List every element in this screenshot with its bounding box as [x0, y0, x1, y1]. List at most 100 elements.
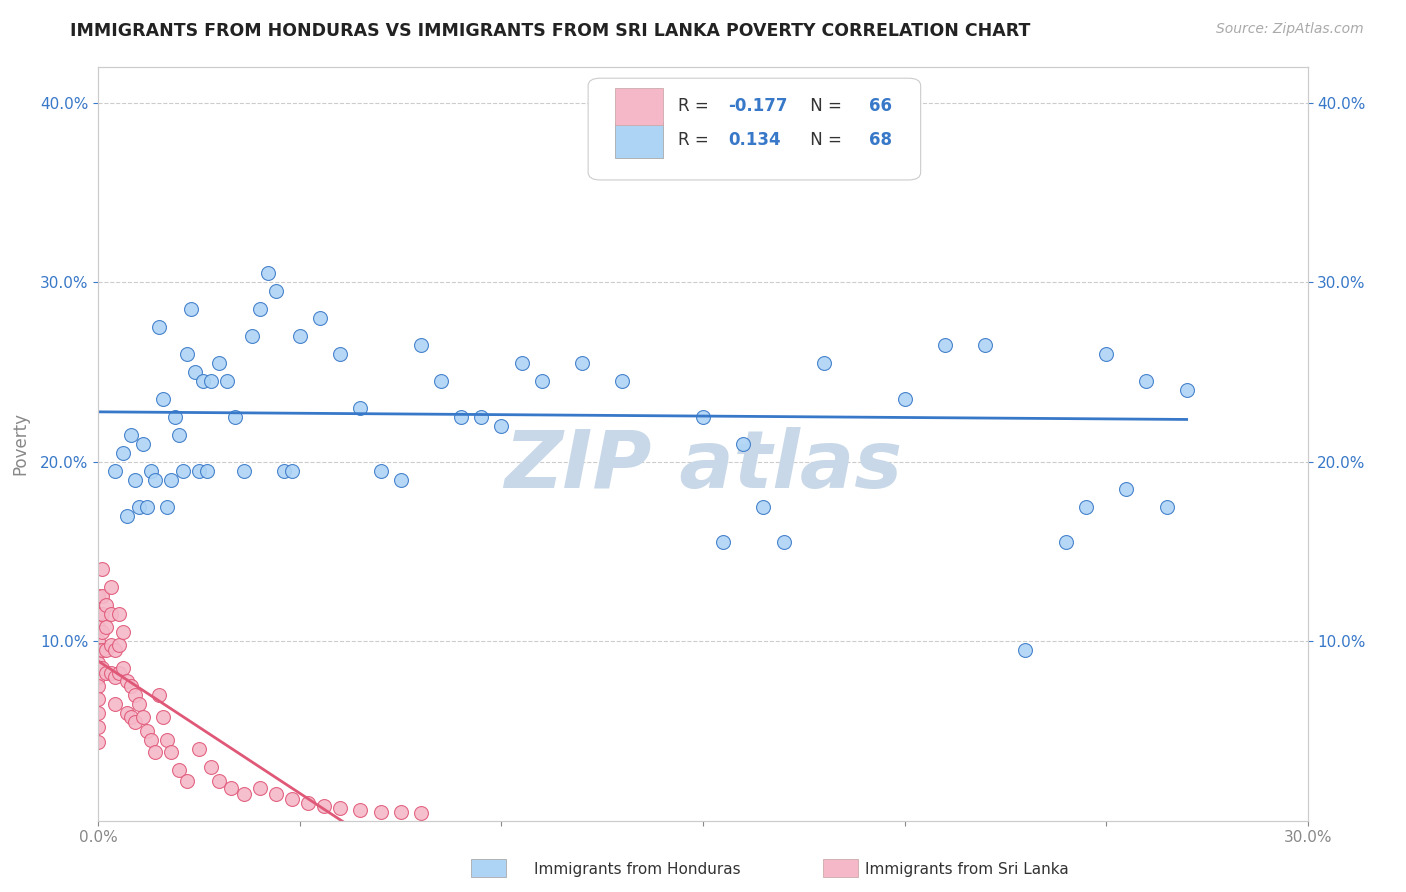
Text: R =: R =: [678, 97, 714, 115]
Point: [208, 356, 231, 370]
Point: [160, 473, 183, 487]
Point: [530, 374, 553, 388]
Point: [288, 329, 311, 343]
Point: [1074, 500, 1097, 514]
Point: [87, 620, 110, 634]
Text: N =: N =: [804, 131, 846, 149]
Point: [184, 365, 207, 379]
Point: [208, 774, 231, 789]
Point: [249, 302, 271, 317]
Point: [450, 409, 472, 424]
Text: Immigrants from Sri Lanka: Immigrants from Sri Lanka: [865, 863, 1069, 877]
Point: [974, 338, 997, 352]
Text: -0.177: -0.177: [728, 97, 787, 115]
Point: [107, 666, 129, 681]
Point: [115, 673, 138, 688]
Point: [91, 661, 114, 675]
Point: [217, 374, 239, 388]
Point: [224, 409, 246, 424]
Text: Source: ZipAtlas.com: Source: ZipAtlas.com: [1216, 22, 1364, 37]
Point: [711, 535, 734, 549]
Point: [103, 464, 125, 478]
Text: Immigrants from Honduras: Immigrants from Honduras: [534, 863, 741, 877]
Point: [115, 706, 138, 720]
Point: [132, 709, 155, 723]
Point: [264, 284, 287, 298]
Point: [111, 625, 134, 640]
Point: [87, 706, 110, 720]
Point: [195, 464, 218, 478]
Text: N =: N =: [804, 97, 846, 115]
Point: [120, 427, 142, 442]
Point: [87, 670, 110, 684]
Point: [172, 464, 194, 478]
Y-axis label: Poverty: Poverty: [11, 412, 30, 475]
Point: [91, 590, 114, 604]
Point: [163, 409, 186, 424]
Point: [103, 697, 125, 711]
Point: [409, 338, 432, 352]
Point: [96, 666, 118, 681]
Point: [148, 688, 170, 702]
Point: [111, 661, 134, 675]
Point: [389, 805, 412, 819]
Point: [148, 320, 170, 334]
Point: [510, 356, 533, 370]
Point: [91, 607, 114, 622]
Point: [1115, 482, 1137, 496]
Point: [100, 607, 122, 622]
Point: [893, 392, 915, 406]
Point: [139, 732, 162, 747]
Point: [1014, 643, 1036, 657]
Point: [124, 688, 146, 702]
Point: [188, 464, 211, 478]
Point: [200, 374, 222, 388]
Bar: [614, 122, 664, 159]
Point: [103, 670, 125, 684]
Text: 0.134: 0.134: [728, 131, 780, 149]
Point: [1135, 374, 1157, 388]
Point: [249, 781, 271, 796]
Point: [132, 437, 155, 451]
Point: [100, 580, 122, 594]
Point: [176, 347, 198, 361]
Text: 68: 68: [869, 131, 891, 149]
Point: [370, 464, 392, 478]
Point: [135, 500, 157, 514]
Point: [107, 638, 129, 652]
Point: [87, 679, 110, 693]
Point: [349, 401, 371, 415]
Point: [297, 796, 319, 810]
Point: [491, 418, 513, 433]
Text: ZIP atlas: ZIP atlas: [503, 427, 903, 506]
Point: [273, 464, 295, 478]
Point: [91, 562, 114, 576]
Point: [612, 374, 634, 388]
Point: [409, 806, 432, 821]
Point: [232, 787, 254, 801]
Point: [120, 709, 142, 723]
Point: [156, 500, 179, 514]
Point: [100, 666, 122, 681]
Point: [152, 392, 174, 406]
Point: [752, 500, 775, 514]
Point: [128, 697, 150, 711]
Point: [188, 742, 211, 756]
Point: [651, 141, 673, 155]
Point: [143, 746, 166, 760]
Point: [167, 427, 190, 442]
Point: [281, 792, 304, 806]
Point: [1054, 535, 1077, 549]
Point: [193, 374, 215, 388]
Point: [221, 781, 243, 796]
Point: [571, 356, 593, 370]
Point: [934, 338, 956, 352]
Point: [87, 656, 110, 670]
FancyBboxPatch shape: [588, 78, 921, 180]
Point: [143, 473, 166, 487]
Bar: [614, 88, 664, 125]
Point: [91, 625, 114, 640]
Point: [167, 764, 190, 778]
Point: [264, 787, 287, 801]
Point: [87, 720, 110, 734]
